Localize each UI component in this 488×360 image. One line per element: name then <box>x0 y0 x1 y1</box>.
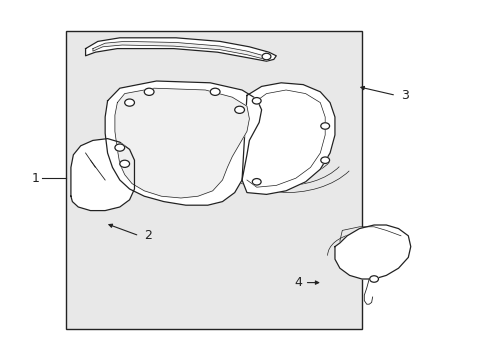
Text: 2: 2 <box>144 229 152 242</box>
Circle shape <box>320 123 329 129</box>
Polygon shape <box>93 41 266 59</box>
Circle shape <box>262 53 270 60</box>
Circle shape <box>144 88 154 95</box>
Polygon shape <box>334 225 410 279</box>
Circle shape <box>369 276 378 282</box>
Text: 1: 1 <box>31 172 39 185</box>
Bar <box>66 31 361 329</box>
Polygon shape <box>71 139 134 211</box>
Circle shape <box>234 106 244 113</box>
Circle shape <box>252 179 261 185</box>
Polygon shape <box>105 81 261 205</box>
Circle shape <box>252 98 261 104</box>
Circle shape <box>124 99 134 106</box>
Polygon shape <box>242 83 334 194</box>
Circle shape <box>120 160 129 167</box>
Polygon shape <box>115 88 249 198</box>
Circle shape <box>115 144 124 151</box>
Text: 4: 4 <box>294 276 302 289</box>
Circle shape <box>320 157 329 163</box>
Circle shape <box>210 88 220 95</box>
Polygon shape <box>85 38 276 61</box>
Text: 3: 3 <box>400 89 408 102</box>
